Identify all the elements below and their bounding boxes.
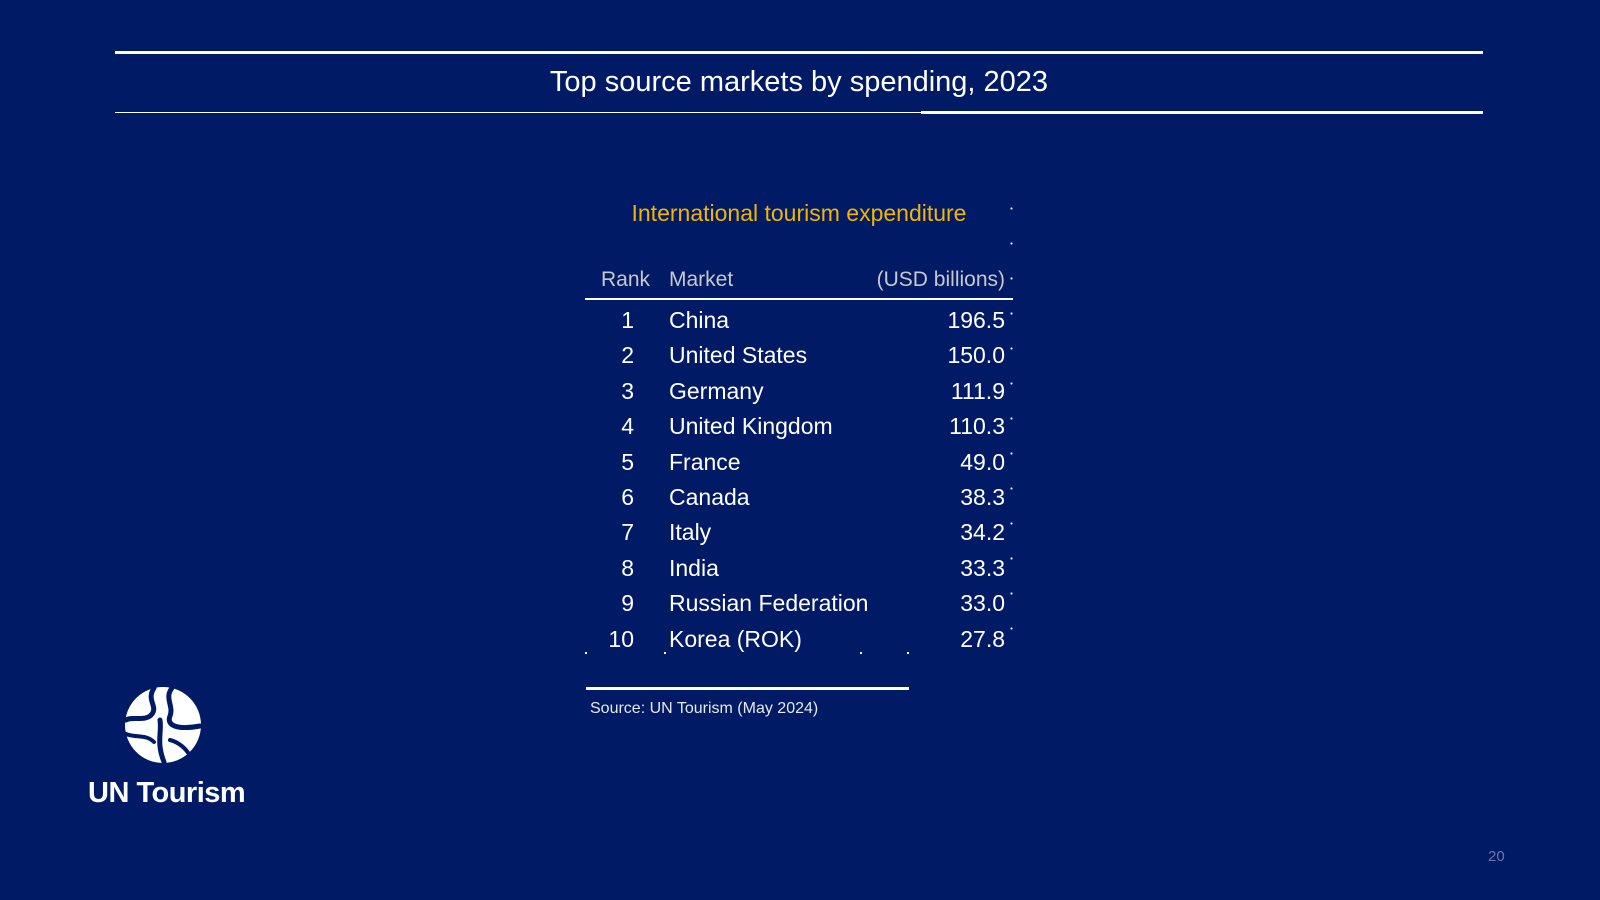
- market-cell: Korea (ROK): [669, 625, 802, 652]
- rank-cell: 5: [621, 448, 634, 475]
- logo-text: UN Tourism: [88, 777, 246, 809]
- market-cell: Germany: [669, 377, 764, 404]
- expenditure-table: International tourism expenditure Rank M…: [585, 185, 1013, 655]
- rank-cell: 6: [621, 483, 634, 510]
- rank-cell: 1: [621, 307, 634, 333]
- market-cell: Russian Federation: [669, 590, 869, 617]
- value-cell: 110.3: [949, 413, 1005, 440]
- source-rule: [586, 687, 909, 690]
- rank-cell: 4: [621, 413, 634, 440]
- market-cell: France: [669, 448, 741, 475]
- title-rule-top: [115, 51, 1483, 54]
- table-row: 9 Russian Federation 33.0: [585, 586, 1013, 621]
- table-row: 10 Korea (ROK) 27.8: [585, 622, 1013, 657]
- market-cell: United Kingdom: [669, 413, 833, 440]
- table-caption: International tourism expenditure: [631, 200, 967, 226]
- value-cell: 33.0: [960, 590, 1005, 617]
- market-cell: Canada: [669, 483, 750, 510]
- table-row: 4 United Kingdom 110.3: [585, 409, 1013, 444]
- un-tourism-globe-icon: [124, 686, 202, 764]
- tick-mark: [664, 652, 666, 654]
- slide-title: Top source markets by spending, 2023: [549, 66, 1049, 98]
- value-cell: 111.9: [950, 377, 1005, 404]
- rank-cell: 7: [621, 519, 634, 546]
- market-cell: China: [669, 307, 730, 333]
- table-row: 3 Germany 111.9: [585, 374, 1013, 409]
- value-cell: 49.0: [960, 448, 1005, 475]
- rank-cell: 2: [621, 342, 634, 369]
- table-dotted-border: [1010, 185, 1013, 655]
- table-row: 1 China 196.5: [585, 303, 1013, 338]
- market-cell: Italy: [669, 519, 712, 546]
- value-cell: 33.3: [960, 554, 1005, 581]
- table-row: 7 Italy 34.2: [585, 515, 1013, 550]
- rank-cell: 3: [621, 377, 634, 404]
- rank-cell: 10: [608, 625, 634, 652]
- tick-mark: [860, 652, 862, 654]
- tick-mark: [907, 652, 909, 654]
- table-body: 1 China 196.5 2 United States 150.0 3 Ge…: [585, 303, 1013, 657]
- table-row: 8 India 33.3: [585, 551, 1013, 586]
- header-rank: Rank: [600, 268, 650, 291]
- table-row: 6 Canada 38.3: [585, 480, 1013, 515]
- rank-cell: 9: [621, 590, 634, 617]
- value-cell: 150.0: [947, 342, 1005, 369]
- header-value: (USD billions): [876, 268, 1005, 291]
- table-row: 2 United States 150.0: [585, 338, 1013, 373]
- header-market: Market: [669, 268, 734, 291]
- value-cell: 196.5: [947, 307, 1005, 333]
- tick-mark: [585, 652, 587, 654]
- title-rule-bottom-left: [115, 112, 921, 113]
- value-cell: 38.3: [960, 483, 1005, 510]
- source-note: Source: UN Tourism (May 2024): [590, 700, 819, 717]
- market-cell: United States: [669, 342, 808, 369]
- value-cell: 34.2: [960, 519, 1005, 546]
- rank-cell: 8: [621, 554, 634, 581]
- market-cell: India: [669, 554, 719, 581]
- table-row: 5 France 49.0: [585, 445, 1013, 480]
- page-number: 20: [1488, 848, 1505, 865]
- un-tourism-logo: UN Tourism: [85, 680, 246, 810]
- value-cell: 27.8: [960, 625, 1005, 652]
- title-rule-bottom-right: [921, 111, 1483, 114]
- header-rule: [585, 298, 1013, 300]
